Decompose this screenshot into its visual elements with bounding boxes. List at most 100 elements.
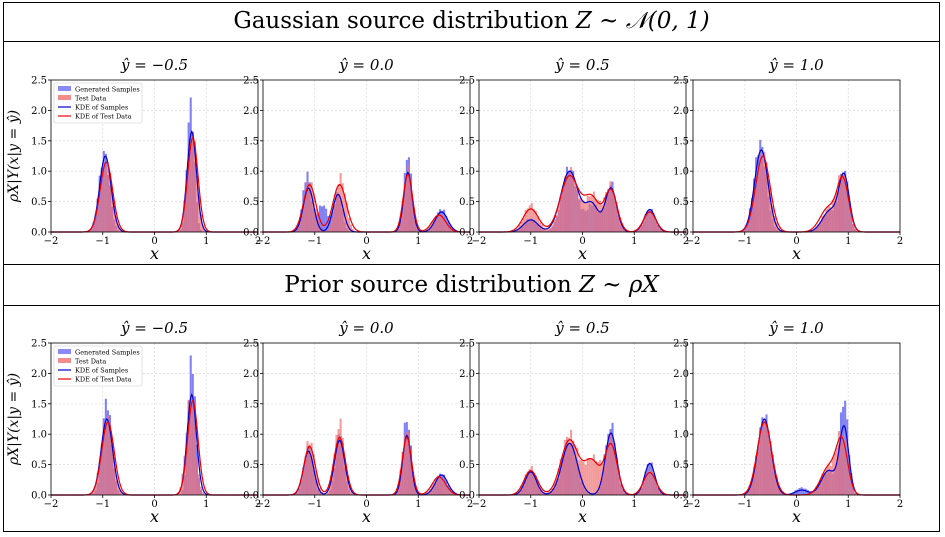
divider xyxy=(3,264,940,265)
histogram-bar xyxy=(405,432,408,495)
histogram-bar xyxy=(337,429,340,495)
histogram-bar xyxy=(434,216,437,232)
histogram-bar xyxy=(565,174,569,232)
y-tick-label: 0.0 xyxy=(243,491,259,502)
histogram-bar xyxy=(298,487,301,495)
histogram-bar xyxy=(304,455,307,495)
histogram-bar xyxy=(401,452,404,495)
histogram-bar xyxy=(623,492,626,495)
x-tick-label: 1 xyxy=(415,499,421,510)
histogram-bar xyxy=(773,470,776,495)
histogram-bar xyxy=(314,470,317,495)
histogram-bar xyxy=(638,227,641,232)
histogram-bar xyxy=(819,221,822,232)
y-tick-label: 1.5 xyxy=(243,399,259,410)
histogram-bar xyxy=(323,230,326,232)
histogram-bar xyxy=(584,202,587,232)
legend-box xyxy=(53,345,143,387)
histogram-bar xyxy=(181,220,184,232)
y-axis-label: ρX|Y(x|y = ŷ) xyxy=(5,373,22,466)
histogram-bar xyxy=(842,435,845,495)
histogram-bar xyxy=(412,473,415,495)
histogram-bar xyxy=(570,167,573,232)
y-tick-label: 0.5 xyxy=(673,460,689,471)
chart-panel: −2 −1 0 1 20.00.51.01.52.02.5ŷ = −0.5xρX|Y(x… xyxy=(5,319,261,526)
histogram-bar xyxy=(100,182,103,232)
histogram-bar xyxy=(642,481,645,495)
histogram-bar xyxy=(555,215,558,232)
x-tick-label: 2 xyxy=(897,236,903,247)
histogram-bar xyxy=(578,198,581,232)
histogram-bar xyxy=(327,228,330,232)
histogram-bar xyxy=(644,214,647,232)
histogram-bar xyxy=(92,226,95,232)
histogram-bar xyxy=(441,215,444,232)
y-tick-label: 1.0 xyxy=(673,430,689,441)
histogram-bar xyxy=(553,219,556,232)
x-tick-label: 0 xyxy=(151,236,157,247)
histogram-bar xyxy=(327,216,330,232)
histogram-bar xyxy=(613,195,616,232)
histogram-bar xyxy=(561,454,564,495)
histogram-bar xyxy=(191,131,194,232)
y-tick-label: 1.0 xyxy=(31,430,47,441)
x-tick-label: −2 xyxy=(44,499,59,510)
histogram-bar xyxy=(580,198,583,232)
histogram-bar xyxy=(308,184,311,232)
histogram-bar xyxy=(844,173,847,232)
panel-title: ŷ = 0.5 xyxy=(554,56,609,74)
histogram-bar xyxy=(848,203,851,232)
histogram-bar xyxy=(117,484,120,495)
kde-line xyxy=(479,170,686,233)
histogram-bar xyxy=(189,403,192,495)
histogram-bar xyxy=(837,430,840,495)
histogram-bar xyxy=(300,216,303,232)
section-title-text: Gaussian source distribution xyxy=(233,8,576,34)
histogram-bar xyxy=(331,217,334,232)
histogram-bar xyxy=(746,224,749,232)
histogram-bar xyxy=(399,219,402,232)
histogram-bar xyxy=(304,194,307,232)
histogram-bar xyxy=(449,488,452,495)
histogram-bar xyxy=(298,225,301,232)
histogram-bar xyxy=(796,489,799,495)
histogram-bar xyxy=(761,159,764,232)
histogram-bar xyxy=(757,445,760,495)
y-tick-label: 2.5 xyxy=(31,339,47,350)
histogram-bar xyxy=(798,488,801,495)
histogram-bar xyxy=(576,186,579,232)
chart-panel: −2 −1 0 1 20.00.51.01.52.02.5ŷ = 0.0x xyxy=(243,319,473,526)
histogram-bar xyxy=(646,474,649,495)
histogram-bar xyxy=(327,491,330,495)
histogram-bar xyxy=(325,493,328,495)
histogram-bar xyxy=(565,436,569,495)
histogram-bar xyxy=(407,431,410,495)
histogram-bar xyxy=(96,472,99,495)
histogram-bar xyxy=(856,230,859,232)
histogram-bar xyxy=(599,460,602,495)
histogram-bar xyxy=(755,186,758,232)
histogram-bar xyxy=(561,191,564,232)
histogram-bar xyxy=(195,458,198,495)
histogram-bar xyxy=(852,490,855,495)
histogram-bar xyxy=(592,454,595,495)
y-tick-label: 0.0 xyxy=(243,228,259,239)
histogram-bar xyxy=(601,463,604,495)
histogram-bar xyxy=(854,228,857,232)
histogram-bar xyxy=(808,493,811,495)
histogram-bar xyxy=(100,444,103,495)
x-axis-label: x xyxy=(578,244,587,263)
histogram-bar xyxy=(96,209,99,232)
x-tick-label: 1 xyxy=(845,499,851,510)
histogram-bar xyxy=(447,225,450,232)
y-tick-label: 0.0 xyxy=(673,491,689,502)
histogram-bar xyxy=(609,181,612,232)
histogram-bar xyxy=(405,173,408,232)
histogram-bar xyxy=(339,418,342,495)
x-axis-label: x xyxy=(792,507,801,526)
histogram-bar xyxy=(104,167,107,232)
histogram-bar xyxy=(296,229,299,232)
legend-swatch xyxy=(58,358,71,363)
histogram-bar xyxy=(117,224,120,232)
